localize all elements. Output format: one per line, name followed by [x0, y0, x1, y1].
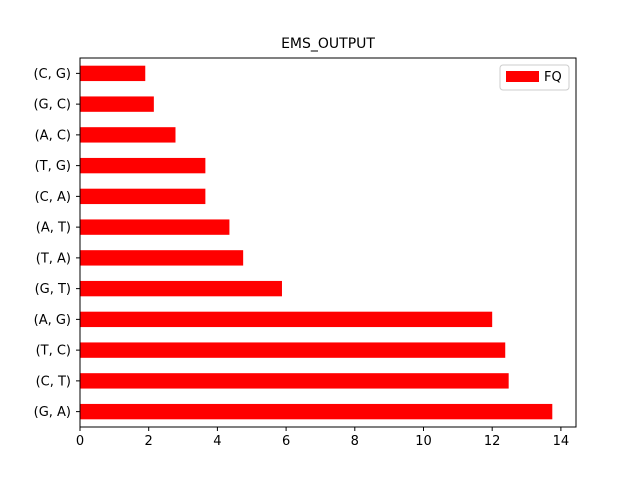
plot-frame [79, 57, 577, 428]
bar [80, 311, 493, 328]
legend: FQ [499, 64, 570, 91]
bar [80, 342, 506, 358]
bar [80, 250, 244, 266]
y-tick-label: (C, T) [36, 374, 71, 389]
y-tick-label: (C, A) [35, 190, 71, 205]
x-tick-label: 8 [351, 434, 359, 449]
bar [80, 127, 176, 143]
bar [80, 373, 509, 389]
bar [80, 280, 282, 297]
x-tick-label: 6 [282, 434, 290, 449]
bar [80, 219, 230, 235]
axes-layer: 0 2 4 6 8 10 12 14 (G, A) (C, T) (T, C) (A, G) (G, T… [33, 57, 577, 449]
y-tick-label: (T, C) [36, 344, 71, 359]
bars-layer [80, 65, 553, 420]
y-tick-label: (A, G) [34, 313, 71, 328]
bar [80, 188, 206, 205]
y-tick-label: (T, G) [35, 159, 71, 174]
y-tick-label: (G, C) [33, 98, 71, 113]
bar [80, 96, 154, 112]
y-tick-label: (G, A) [34, 405, 71, 420]
x-tick-label: 10 [415, 434, 432, 449]
legend-label: FQ [544, 70, 562, 85]
x-tick-label: 14 [553, 434, 570, 449]
y-tick-label: (A, C) [35, 128, 71, 143]
legend-swatch [506, 71, 539, 82]
x-tick-label: 2 [145, 434, 153, 449]
y-tick-label: (A, T) [36, 221, 71, 236]
x-tick-label: 0 [76, 434, 84, 449]
bar [80, 65, 146, 82]
chart-title: EMS_OUTPUT [281, 36, 375, 52]
bar [80, 157, 206, 174]
y-tick-label: (C, G) [33, 67, 71, 82]
y-tick-label: (T, A) [36, 251, 71, 266]
x-tick-label: 4 [213, 434, 221, 449]
y-tick-label: (G, T) [35, 282, 71, 297]
x-tick-label: 12 [484, 434, 501, 449]
bar [80, 403, 553, 420]
